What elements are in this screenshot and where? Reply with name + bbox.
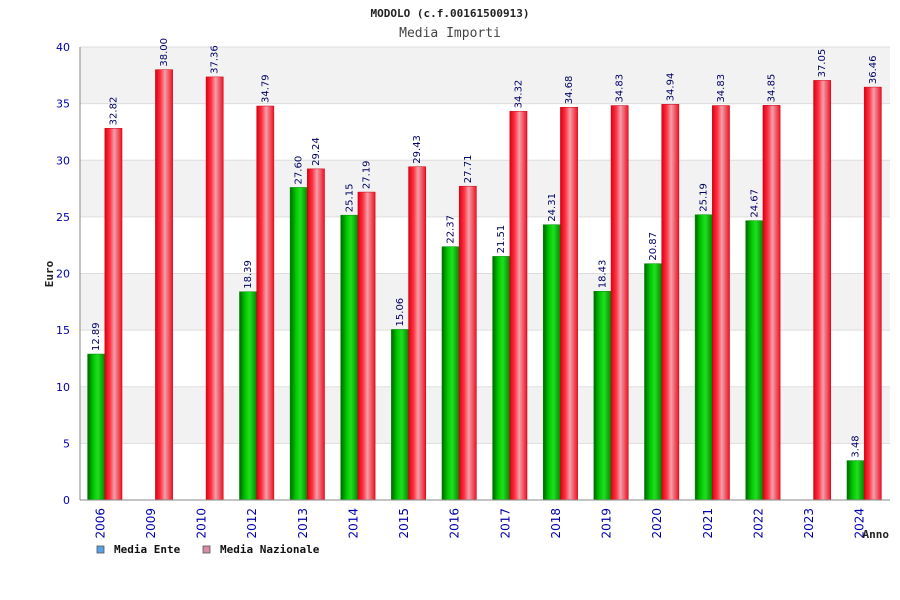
data-label: 34.83 [716,74,727,103]
x-tick-label: 2017 [498,508,512,539]
data-labels: 12.89 32.82 38.00 37.36 18.39 34.79 27.60 29.24… [91,38,879,458]
y-tick-label: 5 [63,437,70,450]
data-label: 34.85 [767,74,778,103]
bar-media-nazionale-2017 [509,111,528,501]
data-label: 20.87 [648,232,659,261]
chart-title: MODOLO (c.f.00161500913) [371,7,530,20]
y-tick-label: 40 [56,41,70,54]
y-tick-label: 0 [63,494,70,507]
legend-label-media-nazionale: Media Nazionale [220,543,320,556]
bar-media-ente-2018 [542,224,561,501]
data-label: 29.43 [412,135,423,164]
data-label: 24.31 [547,193,558,222]
data-label: 34.68 [564,76,575,105]
x-tick-label: 2015 [397,508,411,539]
data-label: 27.71 [463,155,474,184]
bar-media-ente-2016 [441,246,460,501]
data-label: 22.37 [446,215,457,244]
bar-media-ente-2021 [694,214,713,501]
x-tick-label: 2023 [802,508,816,539]
data-label: 25.15 [344,184,355,213]
bar-media-nazionale-2009 [155,69,173,501]
bar-media-nazionale-2015 [408,166,427,501]
bar-media-nazionale-2016 [458,185,477,501]
bars [87,69,882,501]
x-tick-label: 2014 [346,508,360,539]
y-tick-label: 35 [56,98,70,111]
data-label: 24.67 [749,189,760,218]
bar-media-ente-2022 [745,220,764,501]
data-label: 32.82 [108,97,119,126]
data-label: 37.36 [210,45,221,74]
bar-media-nazionale-2020 [661,104,680,501]
bar-media-ente-2013 [289,187,308,501]
x-tick-label: 2012 [245,508,259,539]
x-tick-label: 2009 [144,508,158,539]
bar-media-nazionale-2010 [205,76,224,501]
data-label: 18.43 [597,260,608,289]
x-axis-label: Anno [863,528,890,541]
y-tick-label: 25 [56,211,70,224]
bar-media-ente-2019 [593,291,612,501]
data-label: 21.51 [496,225,507,254]
x-tick-label: 2010 [195,508,209,539]
bar-media-nazionale-2024 [863,86,882,501]
bar-media-nazionale-2022 [762,105,781,501]
bar-media-ente-2024 [846,460,865,501]
bar-media-ente-2015 [391,329,409,501]
bar-media-nazionale-2023 [813,80,832,501]
y-tick-label: 15 [56,324,70,337]
data-label: 27.19 [362,160,373,189]
x-tick-label: 2019 [600,508,614,539]
data-label: 15.06 [395,298,406,327]
bar-media-nazionale-2012 [256,105,275,501]
bar-media-nazionale-2019 [610,105,629,501]
y-tick-label: 20 [56,268,70,281]
y-axis-ticks: 0 5 10 15 20 25 30 35 40 [56,41,70,507]
data-label: 34.94 [665,73,676,102]
bar-media-nazionale-2014 [357,191,376,501]
data-label: 34.32 [513,80,524,109]
x-tick-label: 2018 [549,508,563,539]
x-tick-label: 2013 [296,508,310,539]
legend-swatch-media-nazionale [202,545,211,554]
y-tick-label: 10 [56,381,70,394]
data-label: 18.39 [243,260,254,289]
data-label: 3.48 [851,435,862,457]
x-tick-label: 2020 [650,508,664,539]
legend-label-media-ente: Media Ente [114,543,181,556]
chart-subtitle: Media Importi [399,26,501,41]
data-label: 34.83 [615,74,626,103]
bar-media-ente-2012 [239,291,257,501]
data-label: 37.05 [817,49,828,78]
data-label: 29.24 [311,137,322,166]
legend: Media Ente Media Nazionale [96,543,320,556]
data-label: 34.79 [260,74,271,103]
bar-media-ente-2014 [340,214,359,501]
x-tick-label: 2022 [751,508,765,539]
y-axis-label: Euro [43,260,56,287]
bar-media-nazionale-2018 [560,106,578,501]
bar-media-ente-2020 [644,263,662,501]
x-tick-label: 2021 [701,508,715,539]
x-tick-label: 2006 [93,508,107,539]
data-label: 12.89 [91,322,102,351]
bar-media-nazionale-2013 [307,168,325,501]
bar-media-nazionale-2006 [104,128,123,501]
bar-media-ente-2006 [87,353,106,501]
legend-swatch-media-ente [96,545,105,554]
x-tick-label: 2016 [448,508,462,539]
bar-media-ente-2017 [492,256,511,501]
data-label: 36.46 [868,55,879,84]
x-axis-ticks: 2006 2009 2010 2012 2013 2014 2015 2016 2017 2018… [93,508,866,539]
data-label: 38.00 [159,38,170,67]
data-label: 25.19 [699,183,710,212]
x-tick-label: 2024 [853,508,867,539]
data-label: 27.60 [294,156,305,185]
bar-media-nazionale-2021 [712,105,730,501]
y-tick-label: 30 [56,154,70,167]
